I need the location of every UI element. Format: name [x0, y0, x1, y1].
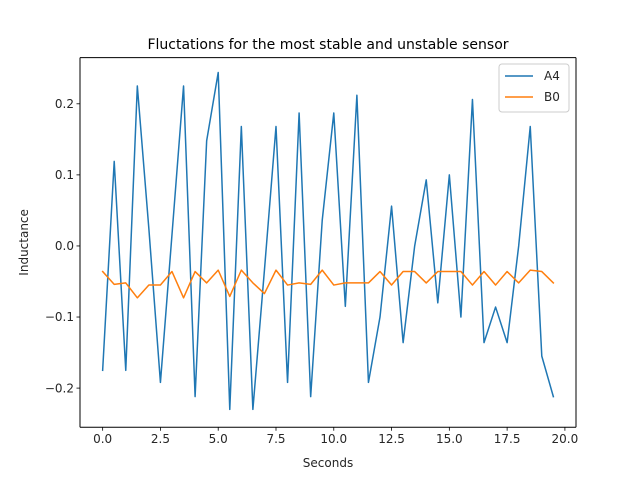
- series-line-b0: [101, 269, 555, 299]
- legend-label-a4: A4: [544, 69, 560, 83]
- chart-title: Fluctations for the most stable and unst…: [147, 37, 508, 53]
- x-tick-label: 12.5: [378, 432, 405, 446]
- legend: A4 B0: [498, 63, 570, 113]
- y-axis-ticks: −0.2 −0.1 0.0 0.1 0.2: [45, 97, 80, 395]
- x-tick-label: 15.0: [436, 432, 463, 446]
- axes-layer: [79, 57, 577, 428]
- x-tick-label: 0.0: [93, 432, 112, 446]
- y-tick-label: −0.2: [45, 381, 74, 395]
- x-tick-label: 5.0: [209, 432, 228, 446]
- x-tick-label: 17.5: [494, 432, 521, 446]
- x-tick-label: 7.5: [266, 432, 285, 446]
- series-line-a4: [101, 71, 555, 411]
- y-tick-label: 0.2: [55, 97, 74, 111]
- x-tick-label: 2.5: [151, 432, 170, 446]
- y-axis-label: Inductance: [17, 209, 31, 276]
- x-tick-label: 10.0: [320, 432, 347, 446]
- legend-label-b0: B0: [544, 90, 560, 104]
- y-tick-label: 0.1: [55, 168, 74, 182]
- x-axis-ticks: 0.0 2.5 5.0 7.5 10.0 12.5 15.0 17.5 20.0: [93, 427, 578, 446]
- y-tick-label: 0.0: [55, 239, 74, 253]
- x-tick-label: 20.0: [552, 432, 579, 446]
- y-tick-label: −0.1: [45, 310, 74, 324]
- series-layer: [101, 71, 555, 411]
- plot-area: [80, 57, 576, 428]
- x-axis-label: Seconds: [303, 456, 353, 470]
